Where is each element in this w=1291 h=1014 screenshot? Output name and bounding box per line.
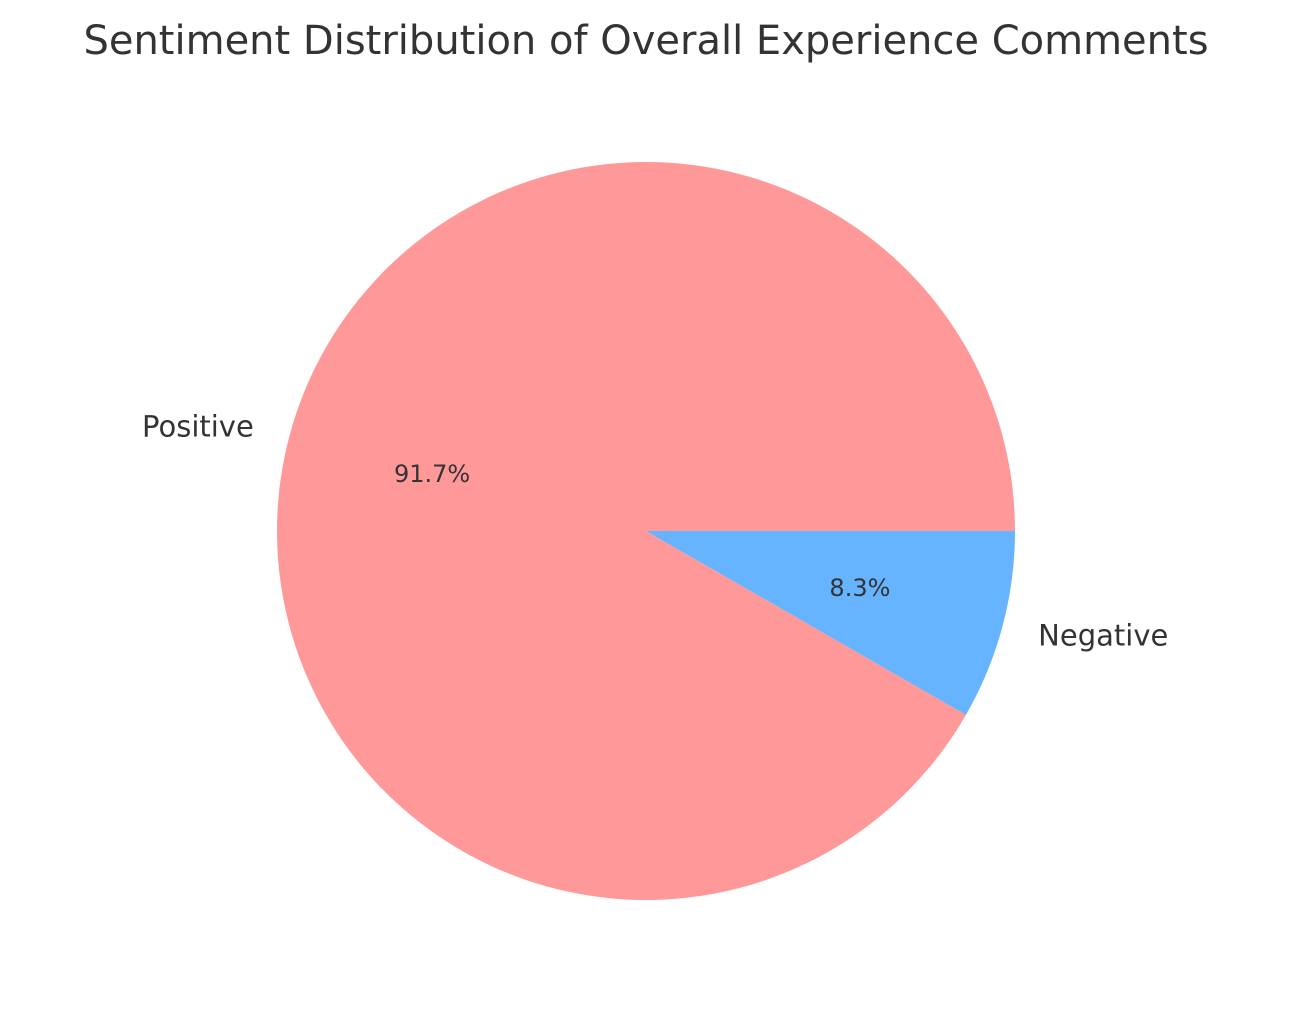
- chart-title: Sentiment Distribution of Overall Experi…: [83, 18, 1208, 64]
- slice-percent-positive: 91.7%: [394, 460, 470, 488]
- slice-percent-negative: 8.3%: [829, 574, 890, 602]
- slice-label-negative: Negative: [1038, 619, 1168, 653]
- slice-label-positive: Positive: [142, 409, 254, 443]
- pie-slice-negative: [646, 531, 1015, 715]
- pie-labels: Positive 91.7% Negative 8.3%: [142, 409, 1168, 652]
- pie-slices: [277, 162, 1015, 901]
